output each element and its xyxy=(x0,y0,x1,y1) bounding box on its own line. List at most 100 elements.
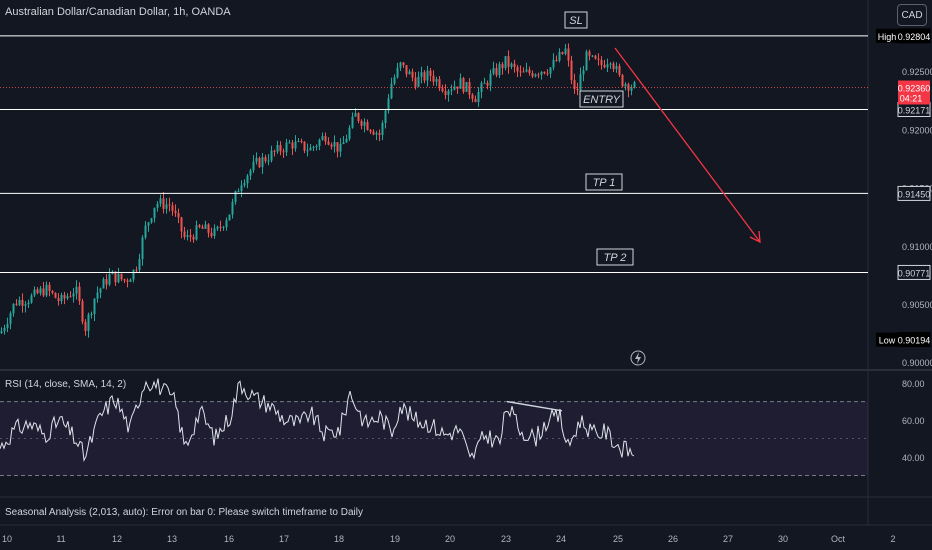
candle-body xyxy=(87,314,90,331)
lightning-icon-circle xyxy=(630,350,646,366)
candle xyxy=(477,87,480,107)
lightning-icon-bolt xyxy=(635,352,641,364)
candle xyxy=(129,278,132,282)
candle xyxy=(171,201,174,216)
candle xyxy=(549,67,552,78)
candle xyxy=(78,282,81,305)
rsi-axis-tick: 40.00 xyxy=(902,453,925,463)
candle xyxy=(573,73,576,94)
candle xyxy=(81,298,84,325)
sl-label-text: SL xyxy=(569,15,582,27)
rsi-line[interactable] xyxy=(0,378,635,463)
candle xyxy=(9,311,12,330)
candle-body xyxy=(522,71,525,73)
candle-body xyxy=(396,67,399,78)
candle xyxy=(300,138,303,144)
candle xyxy=(201,224,204,229)
candle-body xyxy=(132,269,135,280)
candle-body xyxy=(495,68,498,76)
candle xyxy=(531,70,534,79)
tp2-price-tag[interactable]: 0.90771 xyxy=(897,264,931,280)
candle xyxy=(333,135,336,153)
candle-body xyxy=(75,286,78,294)
candle-body xyxy=(219,226,222,228)
candle xyxy=(288,139,291,144)
candle xyxy=(207,223,210,238)
tp1-label[interactable]: TP 1 xyxy=(585,173,623,191)
candle xyxy=(402,62,405,68)
time-axis-label: 27 xyxy=(723,534,733,544)
symbol-title[interactable]: Australian Dollar/Canadian Dollar, 1h, O… xyxy=(5,6,231,18)
candle-body xyxy=(384,110,387,124)
candle-body xyxy=(222,227,225,229)
candle xyxy=(516,64,519,78)
candle-body xyxy=(240,185,243,192)
candle xyxy=(501,61,504,75)
candle xyxy=(3,324,6,335)
candle-body xyxy=(27,302,30,305)
low-price-tag-label: Low xyxy=(879,336,896,346)
candle-body xyxy=(66,296,69,299)
candle-body xyxy=(447,90,450,96)
candle-body xyxy=(624,84,627,87)
candle-body xyxy=(390,83,393,99)
candle-body xyxy=(363,122,366,126)
candle xyxy=(567,43,570,67)
candle xyxy=(39,286,42,296)
rsi-indicator-title[interactable]: RSI (14, close, SMA, 14, 2) xyxy=(5,379,127,390)
candle xyxy=(192,234,195,243)
candle xyxy=(189,229,192,242)
time-axis-label: 13 xyxy=(167,534,177,544)
candle-body xyxy=(339,144,342,152)
tp2-label[interactable]: TP 2 xyxy=(596,248,634,266)
candle-body xyxy=(606,64,609,68)
candle-body xyxy=(192,236,195,240)
time-axis-label: 16 xyxy=(224,534,234,544)
candle xyxy=(87,312,90,338)
candle-body xyxy=(162,198,165,209)
sl-label[interactable]: SL xyxy=(564,11,588,29)
candle-body xyxy=(510,63,513,67)
candle xyxy=(225,217,228,231)
candle xyxy=(369,128,372,134)
candle xyxy=(612,61,615,73)
candle xyxy=(99,287,102,299)
candle-body xyxy=(540,71,543,75)
candle-body xyxy=(138,259,141,271)
candle-body xyxy=(366,122,369,131)
candle xyxy=(342,136,345,145)
rsi-divergence-line[interactable] xyxy=(506,400,563,412)
candle xyxy=(330,142,333,150)
candle-body xyxy=(183,231,186,237)
tp1-price-tag[interactable]: 0.91450 xyxy=(897,185,931,201)
candle-body xyxy=(216,226,219,229)
candle-body xyxy=(288,142,291,144)
candle-body xyxy=(414,77,417,87)
currency-button[interactable]: CAD xyxy=(897,4,927,26)
current-price-tag-bg xyxy=(898,80,930,105)
entry-label[interactable]: ENTRY xyxy=(579,90,624,108)
candle-body xyxy=(165,204,168,209)
candle-body xyxy=(621,74,624,87)
rsi-axis-tick: 60.00 xyxy=(902,416,925,426)
low-price-tag[interactable]: Low 0.90194 xyxy=(876,332,931,348)
candle-body xyxy=(426,70,429,81)
candle-body xyxy=(405,65,408,75)
candle-body xyxy=(9,313,12,324)
candle xyxy=(423,70,426,84)
high-price-tag[interactable]: High 0.92804 xyxy=(876,28,931,44)
entry-price-tag[interactable]: 0.92171 xyxy=(897,102,931,118)
candle xyxy=(597,53,600,66)
candle xyxy=(357,112,360,124)
candle-body xyxy=(45,284,48,296)
candle xyxy=(426,65,429,87)
candle xyxy=(546,69,549,76)
candle-body xyxy=(600,59,603,65)
candle-body xyxy=(345,138,348,143)
lightning-icon[interactable] xyxy=(630,350,646,366)
seasonal-analysis-error[interactable]: Seasonal Analysis (2,013, auto): Error o… xyxy=(5,507,363,518)
forecast-arrow[interactable] xyxy=(614,47,761,244)
candle xyxy=(45,281,48,298)
